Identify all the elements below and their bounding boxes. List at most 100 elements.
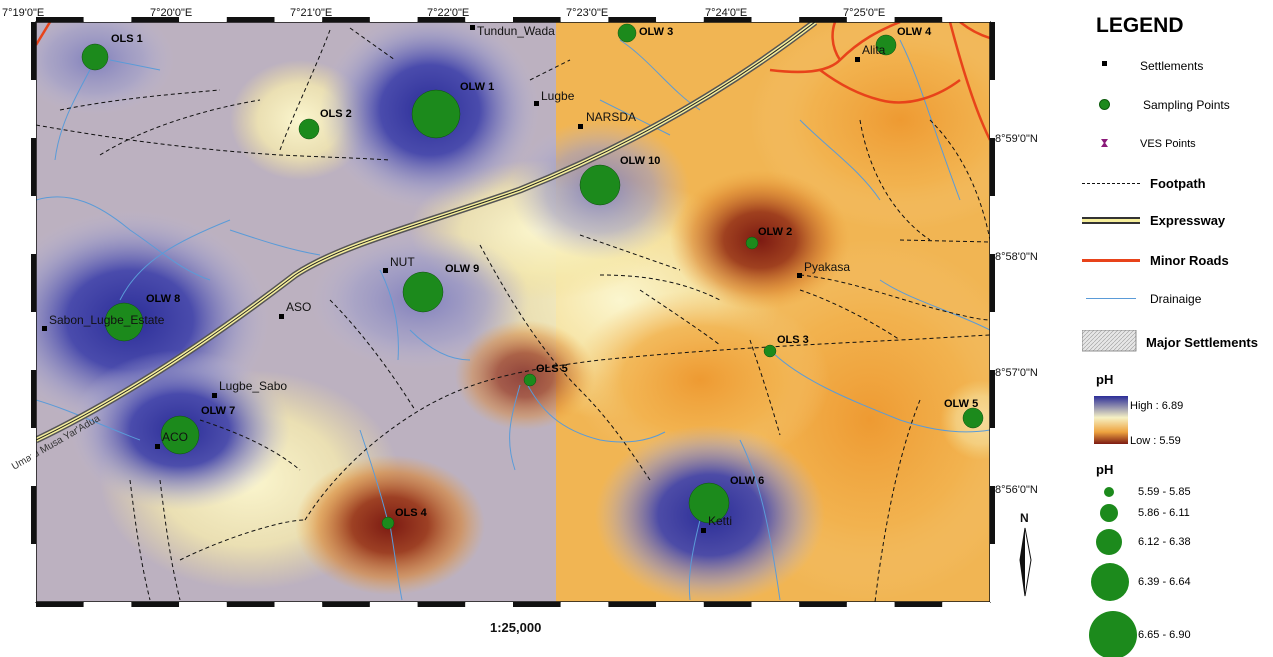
sampling-point-label: OLS 2 xyxy=(320,108,352,120)
ph-low-label: Low : 5.59 xyxy=(1130,435,1181,447)
settlement[interactable]: NARSDA xyxy=(578,110,636,129)
sampling-point[interactable]: OLS 3 xyxy=(763,334,809,358)
ph-class-circle xyxy=(1104,487,1114,497)
minor-road-line-icon xyxy=(1080,250,1140,272)
sampling-point-label: OLW 5 xyxy=(944,398,978,410)
settlement[interactable]: ACO xyxy=(155,430,188,449)
sampling-point[interactable]: OLW 7 xyxy=(160,405,235,455)
ph-class-circle xyxy=(1096,529,1122,555)
frame-tick xyxy=(226,17,275,22)
lat-label: 8°59'0"N xyxy=(995,133,1038,145)
frame-tick xyxy=(513,17,561,22)
ph-class-circle xyxy=(1091,563,1129,601)
settlement[interactable]: Alita xyxy=(855,43,886,62)
settlement-label: ACO xyxy=(162,430,188,444)
settlement[interactable]: Pyakasa xyxy=(797,260,850,278)
settlement-label: Alita xyxy=(862,43,886,57)
settlement-label: Lugbe xyxy=(541,89,575,103)
sampling-point-label: OLW 9 xyxy=(445,263,479,275)
latitude-labels: 8°59'0"N 8°58'0"N 8°57'0"N 8°56'0"N xyxy=(995,133,1038,496)
frame-tick xyxy=(608,17,657,22)
sampling-points: OLS 1 OLS 2 OLW 1 OLW 3 OLW 4 OLW 10 OLW… xyxy=(81,23,984,530)
ph-map: Umaru Musa Yar'Adua 7°19'0"E 7°20'0"E 7°… xyxy=(2,7,1038,635)
sampling-point[interactable]: OLW 6 xyxy=(688,475,764,524)
sampling-point[interactable]: OLW 8 xyxy=(104,293,180,342)
sampling-point-label: OLS 4 xyxy=(395,507,428,519)
legend-item-drainage: Drainaige xyxy=(1080,288,1273,310)
frame-tick xyxy=(990,312,995,370)
frame-tick xyxy=(703,602,752,607)
frame-tick xyxy=(226,602,275,607)
sampling-point[interactable]: OLS 2 xyxy=(298,108,352,140)
frame-tick xyxy=(990,80,995,138)
legend-item-settlements: Settlements xyxy=(1080,55,1273,77)
sampling-point[interactable]: OLS 4 xyxy=(381,507,428,530)
frame-tick xyxy=(894,602,943,607)
sampling-point[interactable]: OLW 3 xyxy=(617,23,673,43)
frame-tick xyxy=(846,17,895,22)
settlement-label: NARSDA xyxy=(586,110,636,124)
sampling-point[interactable]: OLW 10 xyxy=(579,155,660,206)
frame-tick xyxy=(894,17,943,22)
sampling-point[interactable]: OLW 9 xyxy=(402,263,479,313)
lat-label: 8°57'0"N xyxy=(995,367,1038,379)
sampling-point-label: OLW 1 xyxy=(460,81,494,93)
sampling-point[interactable]: OLS 1 xyxy=(81,33,143,71)
settlement[interactable]: ASO xyxy=(279,300,311,319)
settlement-label: NUT xyxy=(390,255,415,269)
sampling-point[interactable]: OLW 5 xyxy=(944,398,984,429)
ph-size-classes: 5.59 - 5.85 5.86 - 6.11 6.12 - 6.38 6.39… xyxy=(1080,480,1273,657)
settlement-label: ASO xyxy=(286,300,311,314)
sampling-point-label: OLW 2 xyxy=(758,226,792,238)
frame-tick xyxy=(990,196,995,254)
legend-item-footpath: Footpath xyxy=(1080,173,1273,195)
frame-tick xyxy=(942,602,990,607)
frame-tick xyxy=(990,486,995,544)
frame-tick xyxy=(751,602,800,607)
expressway-line-icon xyxy=(1080,210,1140,232)
frame-tick xyxy=(513,602,561,607)
frame-tick xyxy=(274,17,323,22)
ph-class-circle xyxy=(1100,504,1118,522)
frame-tick xyxy=(31,196,36,254)
frame-tick xyxy=(990,254,995,312)
legend-title: LEGEND xyxy=(1096,14,1184,37)
settlement[interactable]: Lugbe_Sabo xyxy=(212,379,287,398)
north-arrow: N xyxy=(1019,511,1032,597)
footpath-line-icon xyxy=(1080,173,1140,195)
drainage-network xyxy=(36,39,990,601)
sampling-point[interactable]: OLW 4 xyxy=(875,26,932,56)
ves-point-icon xyxy=(1080,134,1140,156)
sampling-point-label: OLS 1 xyxy=(111,33,143,45)
settlement[interactable]: Tundun_Wada xyxy=(470,24,555,38)
settlement[interactable]: Sabon_Lugbe_Estate xyxy=(42,313,165,331)
sampling-point[interactable]: OLW 2 xyxy=(745,226,792,250)
settlement-label: Lugbe_Sabo xyxy=(219,379,287,393)
frame-tick xyxy=(942,17,990,22)
frame-tick xyxy=(799,17,847,22)
frame-tick xyxy=(31,254,36,312)
settlement[interactable]: Ketti xyxy=(701,514,732,533)
sampling-point-label: OLW 6 xyxy=(730,475,764,487)
settlement[interactable]: Lugbe xyxy=(534,89,575,106)
drainage-line-icon xyxy=(1080,288,1140,310)
settlement-label: Tundun_Wada xyxy=(477,24,555,38)
frame-tick xyxy=(179,17,227,22)
frame-tick xyxy=(131,602,180,607)
sampling-point[interactable]: OLW 1 xyxy=(411,81,494,139)
frame-tick xyxy=(31,544,36,602)
sampling-point[interactable]: OLS 5 xyxy=(523,363,568,387)
sampling-point-label: OLW 8 xyxy=(146,293,180,305)
frame-tick xyxy=(31,370,36,428)
lon-label: 7°20'0"E xyxy=(150,7,192,19)
legend-item-expressway: Expressway xyxy=(1080,210,1273,232)
sampling-point-label: OLS 3 xyxy=(777,334,809,346)
frame-tick xyxy=(990,370,995,428)
lon-label: 7°22'0"E xyxy=(427,7,469,19)
frame-tick xyxy=(36,602,84,607)
settlement[interactable]: NUT xyxy=(383,255,415,273)
ph-high-label: High : 6.89 xyxy=(1130,400,1184,412)
frame-tick xyxy=(990,544,995,602)
frame-tick xyxy=(751,17,800,22)
legend-item-label: Footpath xyxy=(1150,176,1206,191)
